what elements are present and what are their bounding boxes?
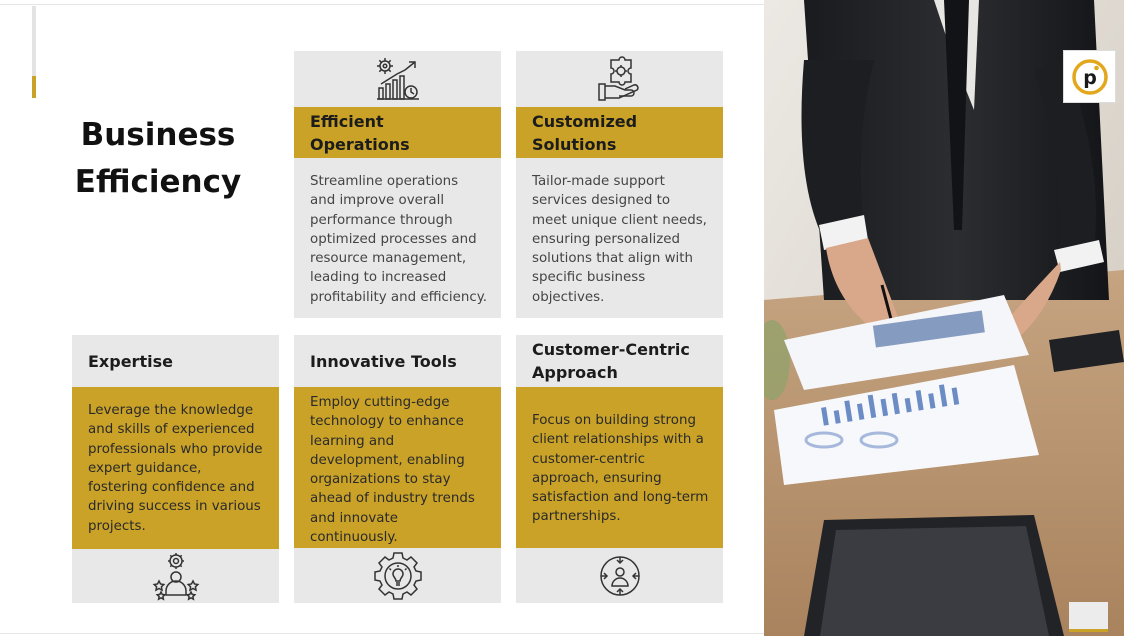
card-icon-area <box>516 51 723 107</box>
card-heading: Customized Solutions <box>516 107 723 158</box>
card-customized-solutions: Customized Solutions Tailor-made support… <box>516 51 723 318</box>
card-body-text: Tailor-made support services designed to… <box>532 174 707 305</box>
top-divider <box>0 4 764 5</box>
card-customer-centric: Customer-Centric Approach Focus on build… <box>516 335 723 603</box>
left-accent-bar <box>32 6 36 98</box>
card-expertise: Expertise Leverage the knowledge and ski… <box>72 335 279 603</box>
title-line-1: Business <box>80 117 236 153</box>
card-icon-area <box>516 548 723 603</box>
card-heading-line-1: Customized <box>532 111 638 131</box>
card-efficient-operations: Efficient Operations Streamline operatio… <box>294 51 501 318</box>
hero-photo <box>764 0 1124 636</box>
card-body-bg: Streamline operations and improve overal… <box>294 158 501 318</box>
logo-icon: p <box>1071 58 1108 95</box>
card-innovative-tools: Innovative Tools Employ cutting-edge tec… <box>294 335 501 603</box>
company-logo: p <box>1063 50 1116 103</box>
gear-chart-icon <box>376 58 419 100</box>
logo-letter: p <box>1083 67 1097 89</box>
business-analysis-photo <box>764 0 1124 636</box>
card-heading: Innovative Tools <box>294 335 501 387</box>
card-body-bg: Employ cutting-edge technology to enhanc… <box>294 387 501 548</box>
card-icon-area <box>72 549 279 603</box>
left-accent-bar-gold <box>32 76 36 98</box>
card-heading-line-1: Customer-Centric <box>532 340 690 359</box>
card-body-text: Leverage the knowledge and skills of exp… <box>88 403 263 534</box>
card-heading-line-2: Approach <box>532 363 618 382</box>
card-body-bg: Tailor-made support services designed to… <box>516 158 723 318</box>
card-heading: Customer-Centric Approach <box>516 335 723 387</box>
gear-bulb-icon <box>373 551 422 600</box>
hand-puzzle-icon <box>597 56 639 101</box>
card-icon-area <box>294 51 501 107</box>
card-heading: Efficient Operations <box>294 107 501 158</box>
card-body-text: Focus on building strong client relation… <box>532 413 709 525</box>
bottom-divider <box>0 633 764 634</box>
card-body-text: Streamline operations and improve overal… <box>310 174 487 305</box>
card-body-bg: Leverage the knowledge and skills of exp… <box>72 387 279 549</box>
card-body-text: Employ cutting-edge technology to enhanc… <box>310 395 475 546</box>
page-title: Business Efficiency <box>58 112 258 206</box>
card-body-bg: Focus on building strong client relation… <box>516 387 723 548</box>
card-heading: Expertise <box>72 335 279 387</box>
customer-target-icon <box>599 555 640 596</box>
corner-accent <box>1069 602 1108 632</box>
title-line-2: Efficiency <box>74 164 242 200</box>
expert-stars-icon <box>152 553 199 601</box>
card-icon-area <box>294 548 501 603</box>
card-heading-line-2: Solutions <box>532 134 617 154</box>
